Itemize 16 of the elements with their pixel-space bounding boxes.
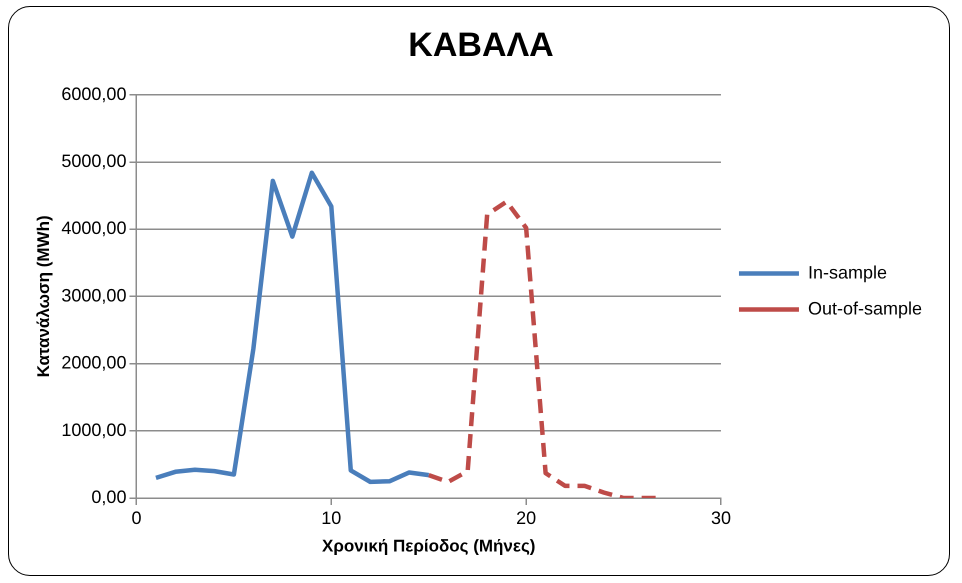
y-tick-label: 2000,00 [61, 352, 126, 373]
chart-title: ΚΑΒΑΛΑ [408, 26, 554, 64]
y-tick-label: 1000,00 [61, 420, 126, 440]
x-tick-label: 30 [710, 508, 731, 528]
y-tick-label: 0,00 [91, 486, 126, 507]
legend-label: In-sample [808, 262, 887, 282]
legend-label: Out-of-sample [808, 298, 922, 318]
x-axis-title: Χρονική Περίοδος (Μήνες) [322, 536, 536, 556]
y-tick-label: 6000,00 [61, 84, 126, 104]
x-tick-label: 20 [516, 508, 536, 528]
y-tick-label: 5000,00 [61, 150, 126, 171]
y-axis-title: Κατανάλωση (MWh) [34, 215, 53, 378]
x-tick-label: 0 [131, 508, 142, 528]
y-tick-label: 3000,00 [61, 285, 126, 306]
y-tick-label: 4000,00 [61, 218, 126, 238]
x-tick-label: 10 [321, 508, 342, 528]
